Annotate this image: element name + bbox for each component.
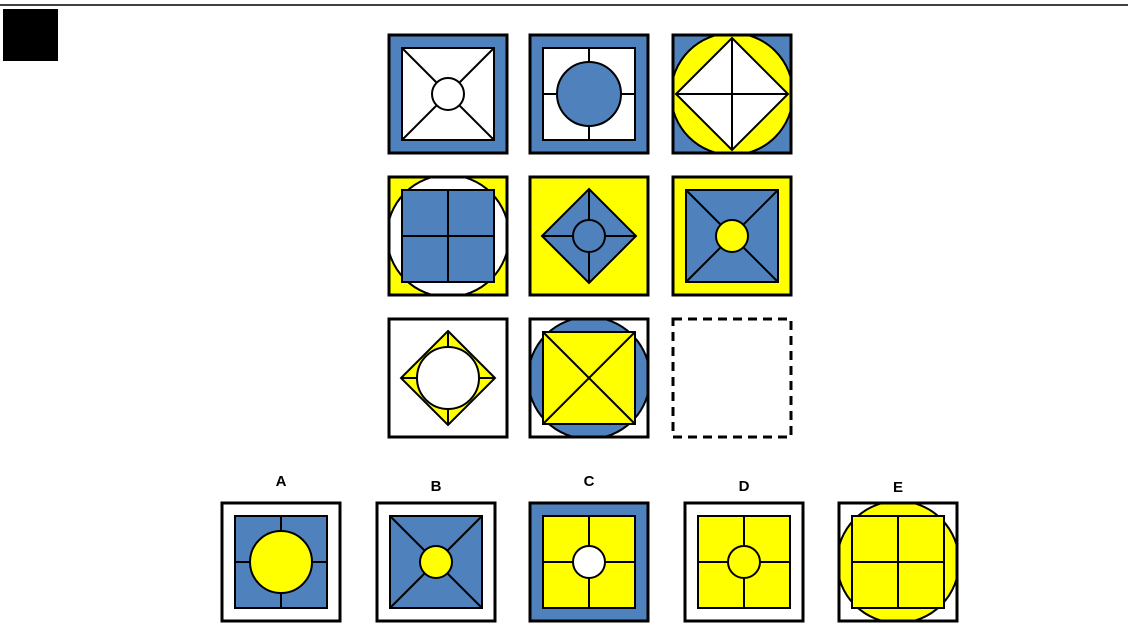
tile-border bbox=[528, 33, 650, 155]
grid-cell-4 bbox=[528, 175, 650, 297]
center-circle bbox=[419, 545, 453, 579]
tile-border bbox=[671, 33, 793, 155]
tile-border bbox=[837, 501, 959, 623]
tile-border bbox=[528, 317, 650, 439]
option-E[interactable] bbox=[837, 501, 959, 623]
missing-slot[interactable] bbox=[671, 317, 793, 439]
grid-cell-2 bbox=[671, 33, 793, 155]
option-label-e: E bbox=[893, 479, 903, 496]
answer-options: A B C D E bbox=[220, 473, 959, 623]
grid-cell-6 bbox=[387, 317, 509, 439]
center-circle bbox=[416, 346, 480, 410]
tile-border bbox=[387, 175, 509, 297]
option-label-a: A bbox=[276, 473, 287, 490]
option-label-d: D bbox=[739, 478, 750, 495]
tile-border bbox=[671, 175, 793, 297]
center-circle bbox=[431, 77, 465, 111]
tile-border bbox=[220, 501, 342, 623]
option-C[interactable] bbox=[528, 501, 650, 623]
grid-cell-5 bbox=[671, 175, 793, 297]
puzzle-grid bbox=[387, 33, 793, 439]
option-label-c: C bbox=[584, 473, 595, 490]
option-D[interactable] bbox=[683, 501, 805, 623]
center-circle bbox=[727, 545, 761, 579]
grid-cell-7 bbox=[528, 317, 650, 439]
tile-border bbox=[528, 501, 650, 623]
corner-block bbox=[3, 9, 58, 61]
center-circle bbox=[572, 545, 606, 579]
option-A[interactable] bbox=[220, 501, 342, 623]
tile-border bbox=[375, 501, 497, 623]
tile-border bbox=[387, 317, 509, 439]
grid-cell-1 bbox=[528, 33, 650, 155]
center-circle bbox=[249, 530, 313, 594]
grid-cell-3 bbox=[387, 175, 509, 297]
grid-cell-0 bbox=[387, 33, 509, 155]
tile-border bbox=[528, 175, 650, 297]
grid-cell-8[interactable] bbox=[671, 317, 793, 439]
tile-border bbox=[683, 501, 805, 623]
center-circle bbox=[572, 219, 606, 253]
center-circle bbox=[715, 219, 749, 253]
tile-border bbox=[387, 33, 509, 155]
divider-line bbox=[542, 331, 636, 425]
option-label-b: B bbox=[431, 478, 442, 495]
option-B[interactable] bbox=[375, 501, 497, 623]
center-circle bbox=[556, 61, 622, 127]
